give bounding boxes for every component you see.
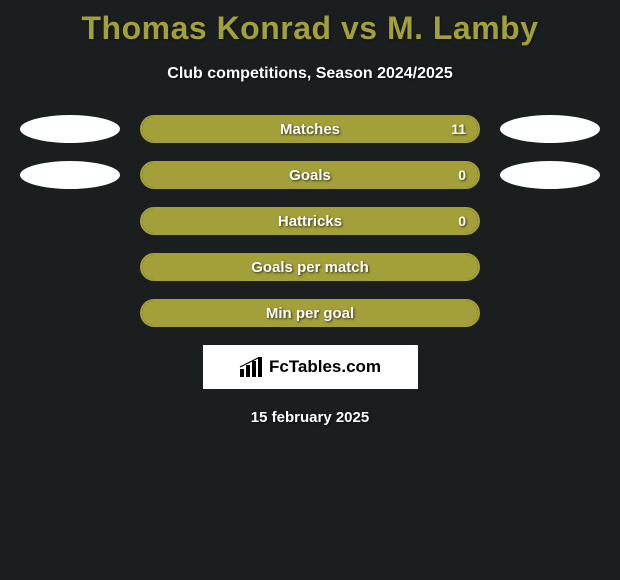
player-left-marker	[20, 161, 120, 189]
stat-value: 0	[458, 213, 466, 229]
bar-chart-icon	[239, 357, 263, 377]
stats-container: Matches11Goals0Hattricks0Goals per match…	[0, 115, 620, 327]
stat-bar: Goals per match	[140, 253, 480, 281]
player-right-marker	[500, 161, 600, 189]
stat-bar: Matches11	[140, 115, 480, 143]
stat-label: Matches	[142, 121, 478, 138]
player-left-marker	[20, 115, 120, 143]
stat-label: Hattricks	[142, 213, 478, 230]
player-right-marker	[500, 115, 600, 143]
stat-label: Goals per match	[142, 259, 478, 276]
page-title: Thomas Konrad vs M. Lamby	[0, 0, 620, 47]
stat-bar: Min per goal	[140, 299, 480, 327]
stat-row: Matches11	[0, 115, 620, 143]
stat-value: 11	[451, 121, 466, 137]
brand-text: FcTables.com	[269, 357, 381, 377]
stat-row: Goals per match	[0, 253, 620, 281]
stat-bar: Goals0	[140, 161, 480, 189]
stat-row: Hattricks0	[0, 207, 620, 235]
stat-row: Goals0	[0, 161, 620, 189]
stat-row: Min per goal	[0, 299, 620, 327]
stat-value: 0	[458, 167, 466, 183]
stat-label: Min per goal	[142, 305, 478, 322]
subtitle: Club competitions, Season 2024/2025	[0, 65, 620, 83]
stat-label: Goals	[142, 167, 478, 184]
date-text: 15 february 2025	[0, 409, 620, 426]
brand-box[interactable]: FcTables.com	[203, 345, 418, 389]
stat-bar: Hattricks0	[140, 207, 480, 235]
